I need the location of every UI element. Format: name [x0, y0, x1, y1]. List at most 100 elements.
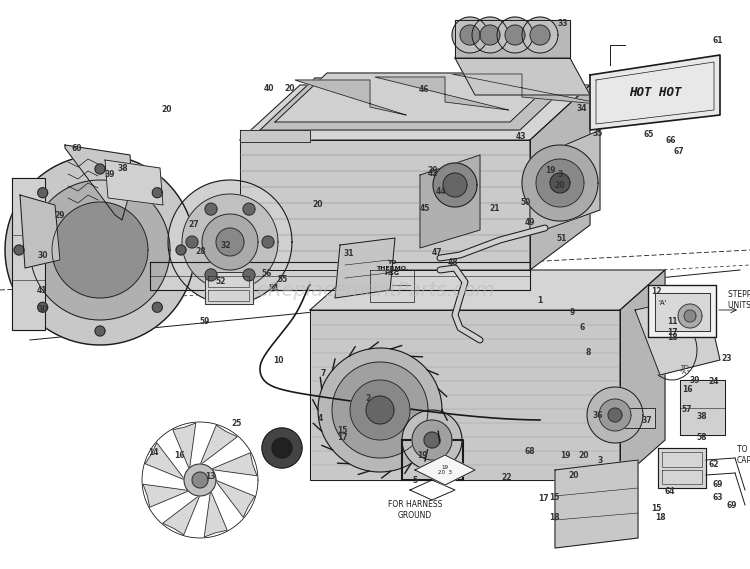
Text: 34: 34 — [577, 104, 587, 113]
Text: 20: 20 — [555, 180, 566, 189]
Polygon shape — [455, 58, 590, 95]
Polygon shape — [635, 295, 720, 375]
Text: 55: 55 — [278, 274, 288, 283]
Text: 18: 18 — [667, 332, 677, 341]
Text: 20: 20 — [285, 84, 296, 93]
Polygon shape — [530, 85, 590, 270]
Text: 20: 20 — [313, 200, 323, 208]
Text: 'A': 'A' — [658, 300, 667, 306]
Text: 48: 48 — [448, 258, 458, 266]
Text: 35: 35 — [592, 129, 603, 138]
Polygon shape — [152, 188, 162, 197]
Text: 60: 60 — [72, 143, 82, 152]
Text: 8: 8 — [585, 348, 591, 357]
Polygon shape — [260, 78, 575, 130]
Text: 69: 69 — [712, 480, 723, 489]
Polygon shape — [310, 270, 665, 310]
Text: 12: 12 — [651, 287, 662, 295]
Text: 4: 4 — [317, 414, 322, 423]
Polygon shape — [295, 80, 406, 115]
Polygon shape — [143, 484, 190, 507]
Polygon shape — [38, 188, 48, 197]
Text: 41: 41 — [37, 286, 47, 295]
Text: 67: 67 — [674, 146, 684, 155]
Text: 62: 62 — [709, 460, 719, 468]
Polygon shape — [65, 145, 132, 220]
Polygon shape — [172, 423, 196, 469]
Text: 20: 20 — [427, 166, 438, 175]
Polygon shape — [522, 145, 598, 221]
Text: 42: 42 — [427, 168, 438, 178]
Polygon shape — [186, 236, 198, 248]
Polygon shape — [168, 180, 292, 304]
Text: 21: 21 — [490, 204, 500, 212]
Text: 22: 22 — [502, 472, 512, 481]
Text: 16: 16 — [682, 385, 692, 394]
Polygon shape — [182, 194, 278, 290]
Text: 40: 40 — [264, 84, 274, 93]
Text: TO RADIATOR
CAP: TO RADIATOR CAP — [737, 445, 750, 465]
Text: 15: 15 — [549, 493, 560, 501]
Polygon shape — [205, 269, 217, 281]
Polygon shape — [216, 228, 244, 256]
Text: 38: 38 — [697, 411, 707, 420]
Polygon shape — [202, 214, 258, 270]
Text: 52: 52 — [216, 277, 226, 286]
Text: 16: 16 — [174, 451, 184, 460]
Polygon shape — [163, 495, 200, 535]
Text: 45: 45 — [420, 204, 430, 212]
Polygon shape — [146, 443, 185, 480]
Polygon shape — [332, 362, 428, 458]
Text: 3: 3 — [597, 456, 603, 464]
Text: 29: 29 — [55, 211, 65, 220]
Text: 44: 44 — [436, 187, 446, 196]
Polygon shape — [433, 163, 477, 207]
Text: 50: 50 — [520, 197, 531, 207]
Polygon shape — [402, 410, 462, 470]
Polygon shape — [620, 270, 665, 480]
Text: 39: 39 — [105, 170, 116, 179]
Polygon shape — [176, 245, 186, 255]
Polygon shape — [452, 17, 488, 53]
Text: 6: 6 — [579, 323, 585, 332]
Text: 69: 69 — [727, 501, 737, 509]
Polygon shape — [678, 304, 702, 328]
Text: 13: 13 — [205, 472, 215, 480]
Polygon shape — [5, 155, 195, 345]
Text: 51: 51 — [556, 233, 567, 242]
Text: 46: 46 — [419, 85, 429, 93]
Polygon shape — [243, 269, 255, 281]
Polygon shape — [497, 17, 533, 53]
Polygon shape — [192, 472, 208, 488]
Text: 61: 61 — [712, 35, 723, 44]
Text: 30: 30 — [38, 250, 48, 259]
Polygon shape — [555, 460, 638, 548]
Polygon shape — [95, 164, 105, 174]
Text: HOT HOT: HOT HOT — [628, 85, 681, 98]
Text: 38: 38 — [118, 163, 128, 172]
Polygon shape — [366, 396, 394, 424]
Polygon shape — [460, 25, 480, 45]
Polygon shape — [95, 326, 105, 336]
Polygon shape — [658, 448, 706, 488]
Polygon shape — [38, 302, 48, 312]
Text: 65: 65 — [644, 130, 654, 138]
Text: 54: 54 — [268, 283, 279, 292]
Polygon shape — [620, 408, 655, 428]
Text: 66: 66 — [666, 135, 676, 145]
Polygon shape — [505, 25, 525, 45]
Polygon shape — [443, 173, 467, 197]
Polygon shape — [587, 387, 643, 443]
Polygon shape — [200, 425, 237, 465]
Text: 39: 39 — [690, 376, 700, 385]
Polygon shape — [184, 464, 216, 496]
Polygon shape — [530, 130, 600, 235]
Polygon shape — [412, 420, 452, 460]
Polygon shape — [684, 310, 696, 322]
Polygon shape — [211, 453, 257, 476]
Polygon shape — [275, 73, 562, 122]
Polygon shape — [318, 348, 442, 472]
Polygon shape — [240, 85, 590, 140]
Text: 9: 9 — [569, 307, 574, 316]
Text: 10: 10 — [273, 356, 284, 365]
